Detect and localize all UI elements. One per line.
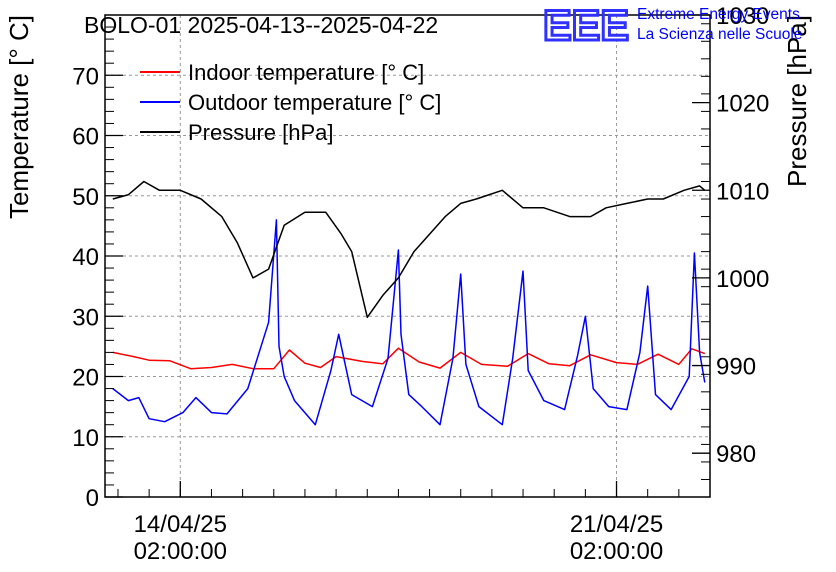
axes: 010203040506070980990100010101020103014/…: [72, 3, 769, 565]
series-layer: [112, 180, 706, 426]
chart-title: BOLO-01 2025-04-13--2025-04-22: [84, 12, 438, 38]
logo-line-1: Extreme Energy Events: [637, 6, 800, 23]
y2-tick-label: 1030: [716, 3, 769, 30]
y2-tick-label: 980: [716, 441, 756, 468]
y-tick-label: 10: [72, 425, 99, 452]
y-tick-label: 30: [72, 304, 99, 331]
y2-tick-label: 1000: [716, 266, 769, 293]
y-tick-label: 70: [72, 63, 99, 90]
series-line-indoor-temperature-c: [112, 347, 706, 370]
eee-logo-letters: EEE: [543, 2, 629, 50]
y-tick-label: 50: [72, 184, 99, 211]
y2-tick-label: 990: [716, 354, 756, 381]
y-tick-label: 40: [72, 244, 99, 271]
x-tick-label-time: 02:00:00: [570, 538, 663, 565]
legend-label-indoor-temperature-c: Indoor temperature [° C]: [188, 60, 424, 85]
y-axis-title: Temperature [° C]: [4, 15, 34, 219]
x-tick-label-date: 21/04/25: [570, 511, 663, 538]
grid-lines: [105, 15, 710, 497]
y2-tick-label: 1010: [716, 178, 769, 205]
legend-label-outdoor-temperature-c: Outdoor temperature [° C]: [188, 90, 441, 115]
x-tick-label-date: 14/04/25: [134, 511, 227, 538]
eee-logo: EEE Extreme Energy Events La Scienza nel…: [542, 1, 803, 52]
series-line-outdoor-temperature-c: [112, 219, 706, 426]
series-line-pressure-hpa: [112, 180, 706, 319]
y2-tick-label: 1020: [716, 91, 769, 118]
y2-axis-title: Pressure [hPa]: [782, 15, 812, 187]
y-tick-label: 20: [72, 365, 99, 392]
y-tick-label: 0: [86, 485, 99, 512]
logo-line-2: La Scienza nelle Scuole: [637, 26, 802, 43]
legend-label-pressure-hpa: Pressure [hPa]: [188, 120, 334, 145]
legend: Indoor temperature [° C] Outdoor temperat…: [140, 60, 441, 145]
x-tick-label-time: 02:00:00: [134, 538, 227, 565]
y-tick-label: 60: [72, 124, 99, 151]
